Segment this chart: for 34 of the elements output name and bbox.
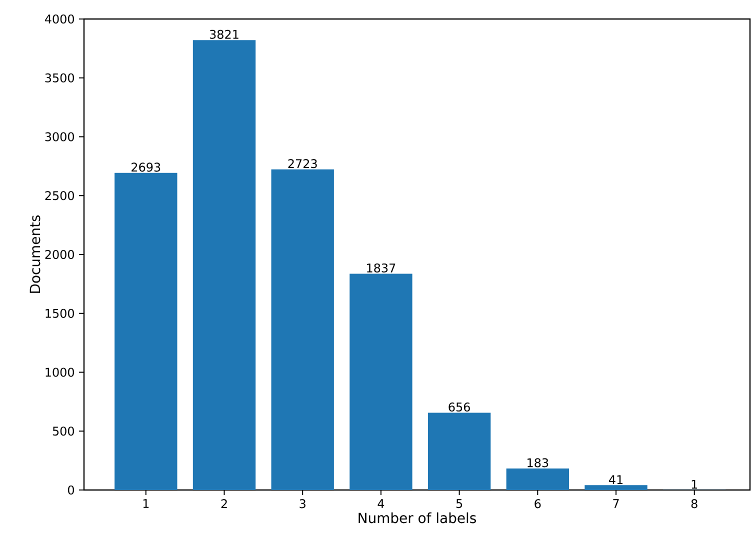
bar xyxy=(114,172,178,490)
data-label: 183 xyxy=(528,458,548,468)
y-tick-label: 1000 xyxy=(46,368,74,377)
y-tick-label: 0 xyxy=(68,485,74,495)
x-axis-title: Number of labels xyxy=(358,512,476,524)
data-label: 656 xyxy=(448,402,470,412)
bar xyxy=(350,274,412,490)
y-tick-label: 4000 xyxy=(44,14,74,24)
bar xyxy=(271,169,334,490)
y-tick-label: 500 xyxy=(52,426,74,436)
x-tick-label: 4 xyxy=(378,499,384,508)
x-tick-label: 8 xyxy=(691,499,698,508)
bar xyxy=(584,485,648,490)
data-label: 1 xyxy=(692,480,698,489)
x-tick-label: 2 xyxy=(221,499,227,508)
x-tick-label: 1 xyxy=(143,499,149,508)
bar xyxy=(428,412,491,490)
data-label: 3821 xyxy=(210,30,238,39)
bar xyxy=(506,468,570,490)
bar xyxy=(192,40,256,490)
x-tick-label: 3 xyxy=(300,499,306,508)
y-axis-title: Documents xyxy=(30,215,40,293)
x-tick-label: 5 xyxy=(456,499,462,508)
y-tick-label: 2500 xyxy=(45,191,74,200)
y-tick-label: 2000 xyxy=(45,250,74,260)
x-tick-label: 7 xyxy=(613,499,619,508)
data-label: 1837 xyxy=(367,263,396,272)
data-label: 2723 xyxy=(288,159,317,168)
x-tick-label: 6 xyxy=(534,499,541,508)
y-tick-label: 3500 xyxy=(45,73,74,82)
y-tick-label: 3000 xyxy=(45,132,74,142)
data-label: 41 xyxy=(608,475,623,484)
y-tick-label: 1500 xyxy=(46,308,74,318)
data-label: 2693 xyxy=(132,162,160,172)
